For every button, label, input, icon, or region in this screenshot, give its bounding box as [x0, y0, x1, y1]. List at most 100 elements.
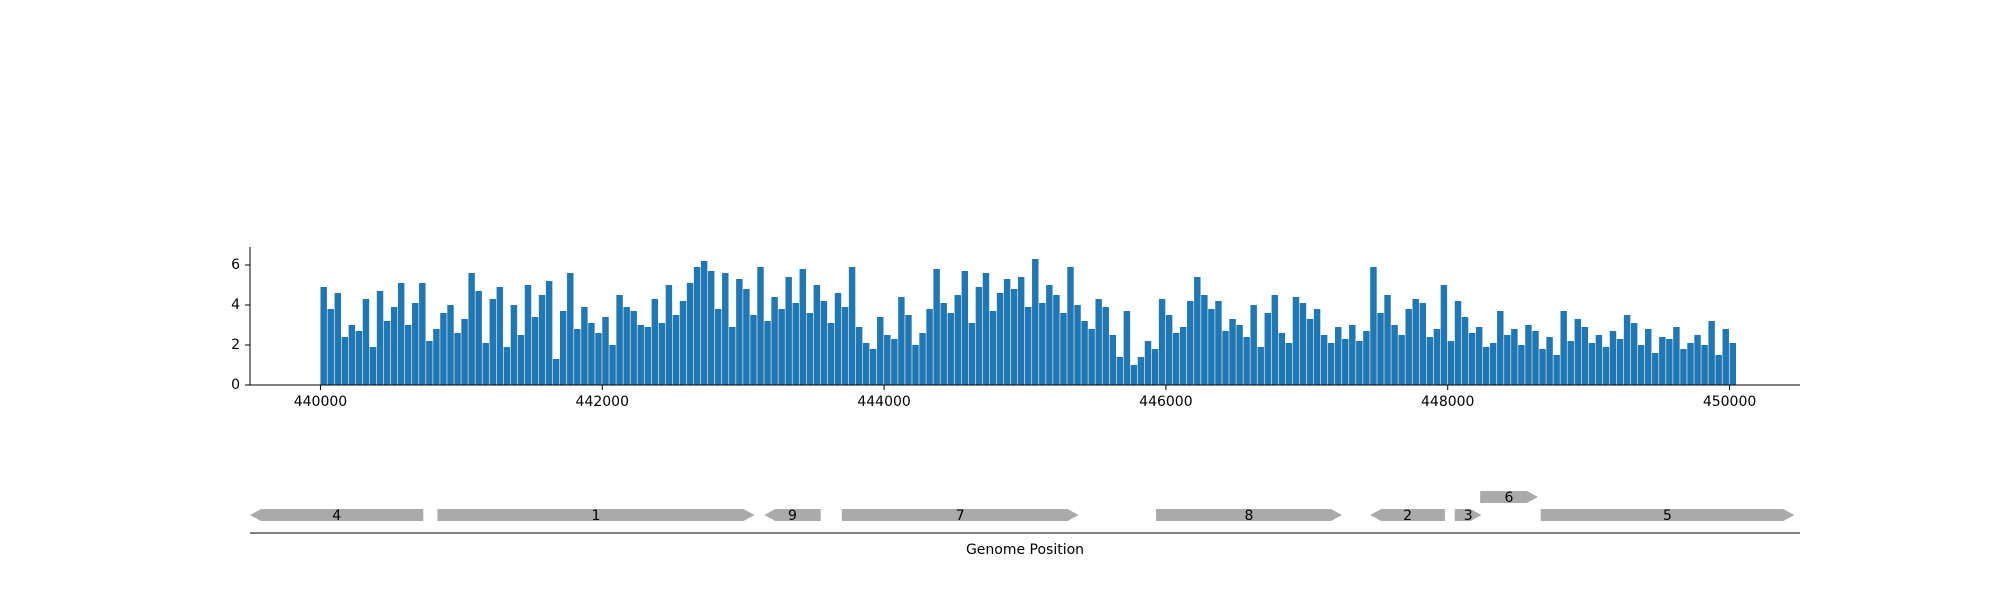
coverage-bar [468, 273, 475, 385]
coverage-bar [369, 347, 377, 385]
coverage-bar [1645, 329, 1652, 385]
coverage-bar [1447, 341, 1455, 385]
coverage-bar [1729, 343, 1736, 385]
coverage-bar [588, 323, 595, 385]
coverage-bar [1342, 339, 1349, 385]
coverage-bar [707, 271, 715, 385]
coverage-bar [1630, 323, 1638, 385]
coverage-bar [1165, 315, 1173, 385]
coverage-bar [1433, 329, 1441, 385]
coverage-bar [1490, 343, 1497, 385]
coverage-bar [1250, 305, 1257, 385]
coverage-bar [1137, 357, 1145, 385]
coverage-bar [461, 319, 468, 385]
coverage-bar [531, 317, 539, 385]
coverage-bar [1581, 327, 1589, 385]
coverage-bar [1003, 279, 1011, 385]
coverage-bar [1236, 325, 1243, 385]
coverage-bar [792, 303, 799, 385]
coverage-bar [1046, 285, 1053, 385]
coverage-bar [1306, 319, 1314, 385]
x-tick-label: 440000 [294, 394, 347, 410]
coverage-bar [1405, 309, 1412, 385]
coverage-bar [693, 267, 701, 385]
coverage-bar [1680, 349, 1687, 385]
x-tick-label: 448000 [1421, 394, 1474, 410]
coverage-bar [722, 273, 729, 385]
coverage-bar [1426, 337, 1434, 385]
coverage-bar [686, 283, 694, 385]
coverage-bar [1271, 295, 1279, 385]
coverage-bar [538, 295, 546, 385]
x-tick-label: 444000 [857, 394, 910, 410]
coverage-bar [1158, 299, 1166, 385]
x-tick-label: 450000 [1703, 394, 1756, 410]
coverage-bar [489, 299, 496, 385]
coverage-bar [1504, 335, 1511, 385]
coverage-bar [560, 311, 567, 385]
coverage-bar [623, 307, 630, 385]
coverage-bar [996, 293, 1004, 385]
coverage-bar [405, 325, 412, 385]
coverage-bar [912, 345, 919, 385]
gene-feature-label: 8 [1245, 508, 1254, 524]
coverage-bar [1454, 301, 1462, 385]
coverage-bar [1095, 299, 1102, 385]
coverage-bar [1123, 311, 1131, 385]
coverage-bar [1377, 313, 1384, 385]
coverage-bar [383, 321, 391, 385]
coverage-bar [1102, 307, 1109, 385]
coverage-bar [1243, 337, 1250, 385]
coverage-bar [447, 305, 454, 385]
coverage-bar [1327, 343, 1335, 385]
coverage-bar [841, 307, 849, 385]
gene-feature-arrow [437, 509, 755, 521]
coverage-bar [870, 349, 877, 385]
gene-map: 4 1 9 7 8 2 3 6 5 Genome Position [250, 490, 1800, 558]
coverage-bar [1708, 321, 1715, 385]
coverage-bar [644, 327, 651, 385]
coverage-bar [1194, 277, 1201, 385]
coverage-bar [1039, 303, 1046, 385]
coverage-bar [778, 309, 785, 385]
coverage-bar [1602, 347, 1610, 385]
gene-feature-label: 3 [1464, 508, 1473, 524]
coverage-bar [1229, 319, 1236, 385]
coverage-bar [1285, 343, 1293, 385]
coverage-bar [1130, 365, 1138, 385]
coverage-bar [1088, 329, 1095, 385]
coverage-bar [989, 311, 997, 385]
coverage-bar [729, 327, 736, 385]
coverage-bar [813, 285, 821, 385]
coverage-bar [454, 333, 461, 385]
coverage-bar [1694, 335, 1701, 385]
coverage-bar [743, 289, 750, 385]
coverage-bar [1081, 321, 1088, 385]
coverage-bar [1468, 333, 1476, 385]
coverage-bar [1722, 329, 1729, 385]
x-axis-label: Genome Position [966, 542, 1084, 558]
coverage-bar [715, 309, 722, 385]
y-tick-label: 2 [231, 337, 240, 353]
gene-feature-arrow [1480, 491, 1538, 503]
coverage-bar [348, 325, 356, 385]
coverage-bar [1313, 309, 1321, 385]
coverage-bar [679, 301, 687, 385]
coverage-bar [954, 295, 961, 385]
coverage-bar [827, 323, 835, 385]
coverage-bar [355, 331, 363, 385]
coverage-bar [1201, 295, 1208, 385]
gene-feature-arrow [841, 509, 1079, 521]
coverage-bar [1010, 289, 1018, 385]
coverage-bar [1616, 339, 1624, 385]
gene-feature-label: 1 [591, 508, 600, 524]
x-tick-label: 442000 [576, 394, 629, 410]
coverage-bar [757, 267, 764, 385]
coverage-bar [397, 283, 405, 385]
coverage-bar [574, 329, 581, 385]
coverage-bar [503, 347, 511, 385]
coverage-bar [919, 333, 926, 385]
coverage-bar [1074, 305, 1081, 385]
coverage-bar [517, 335, 525, 385]
coverage-bar [771, 297, 778, 385]
